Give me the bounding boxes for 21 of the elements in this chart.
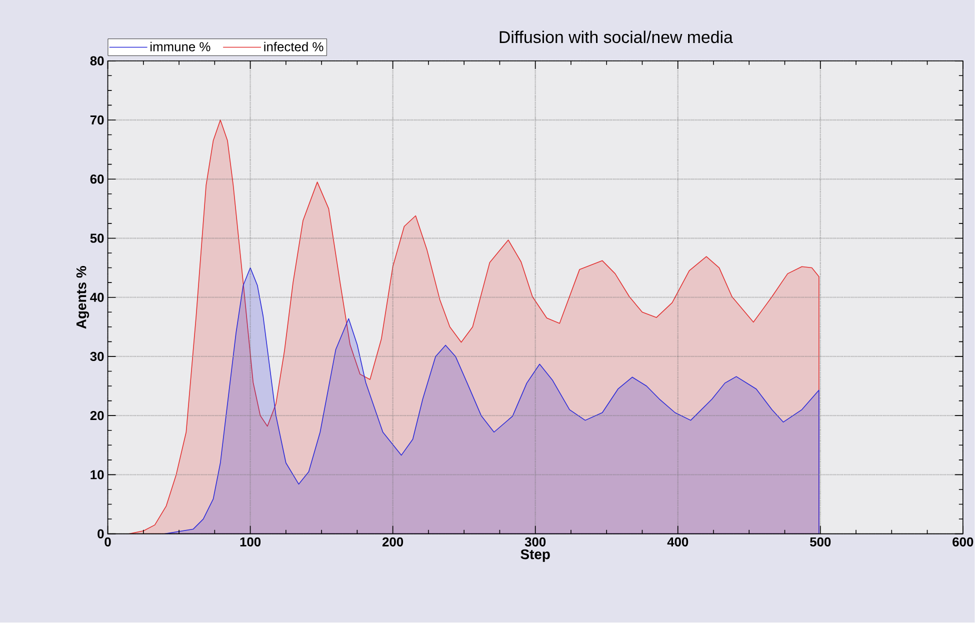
y-tick-label: 80 xyxy=(90,56,104,66)
y-tick-label: 30 xyxy=(90,352,104,362)
x-tick-label: 0 xyxy=(104,538,111,547)
y-tick-label: 20 xyxy=(90,411,104,420)
y-tick-label: 0 xyxy=(98,529,104,539)
y-tick-label: 70 xyxy=(90,116,104,125)
legend-label: infected % xyxy=(264,42,324,52)
x-tick-label: 300 xyxy=(524,538,546,547)
x-tick-label: 500 xyxy=(810,538,831,547)
chart-title: Diffusion with social/new media xyxy=(500,30,733,44)
x-tick-label: 100 xyxy=(240,538,261,547)
x-axis-title: Step xyxy=(520,550,550,562)
x-tick-label: 600 xyxy=(952,538,974,547)
legend-label: immune % xyxy=(150,42,210,52)
y-tick-label: 40 xyxy=(90,292,104,302)
y-tick-label: 50 xyxy=(90,234,104,243)
y-tick-label: 60 xyxy=(90,174,104,184)
x-tick-label: 400 xyxy=(667,538,688,547)
y-tick-label: 10 xyxy=(90,470,104,480)
x-tick-label: 200 xyxy=(382,538,404,547)
y-axis-title: Agents % xyxy=(76,266,90,329)
